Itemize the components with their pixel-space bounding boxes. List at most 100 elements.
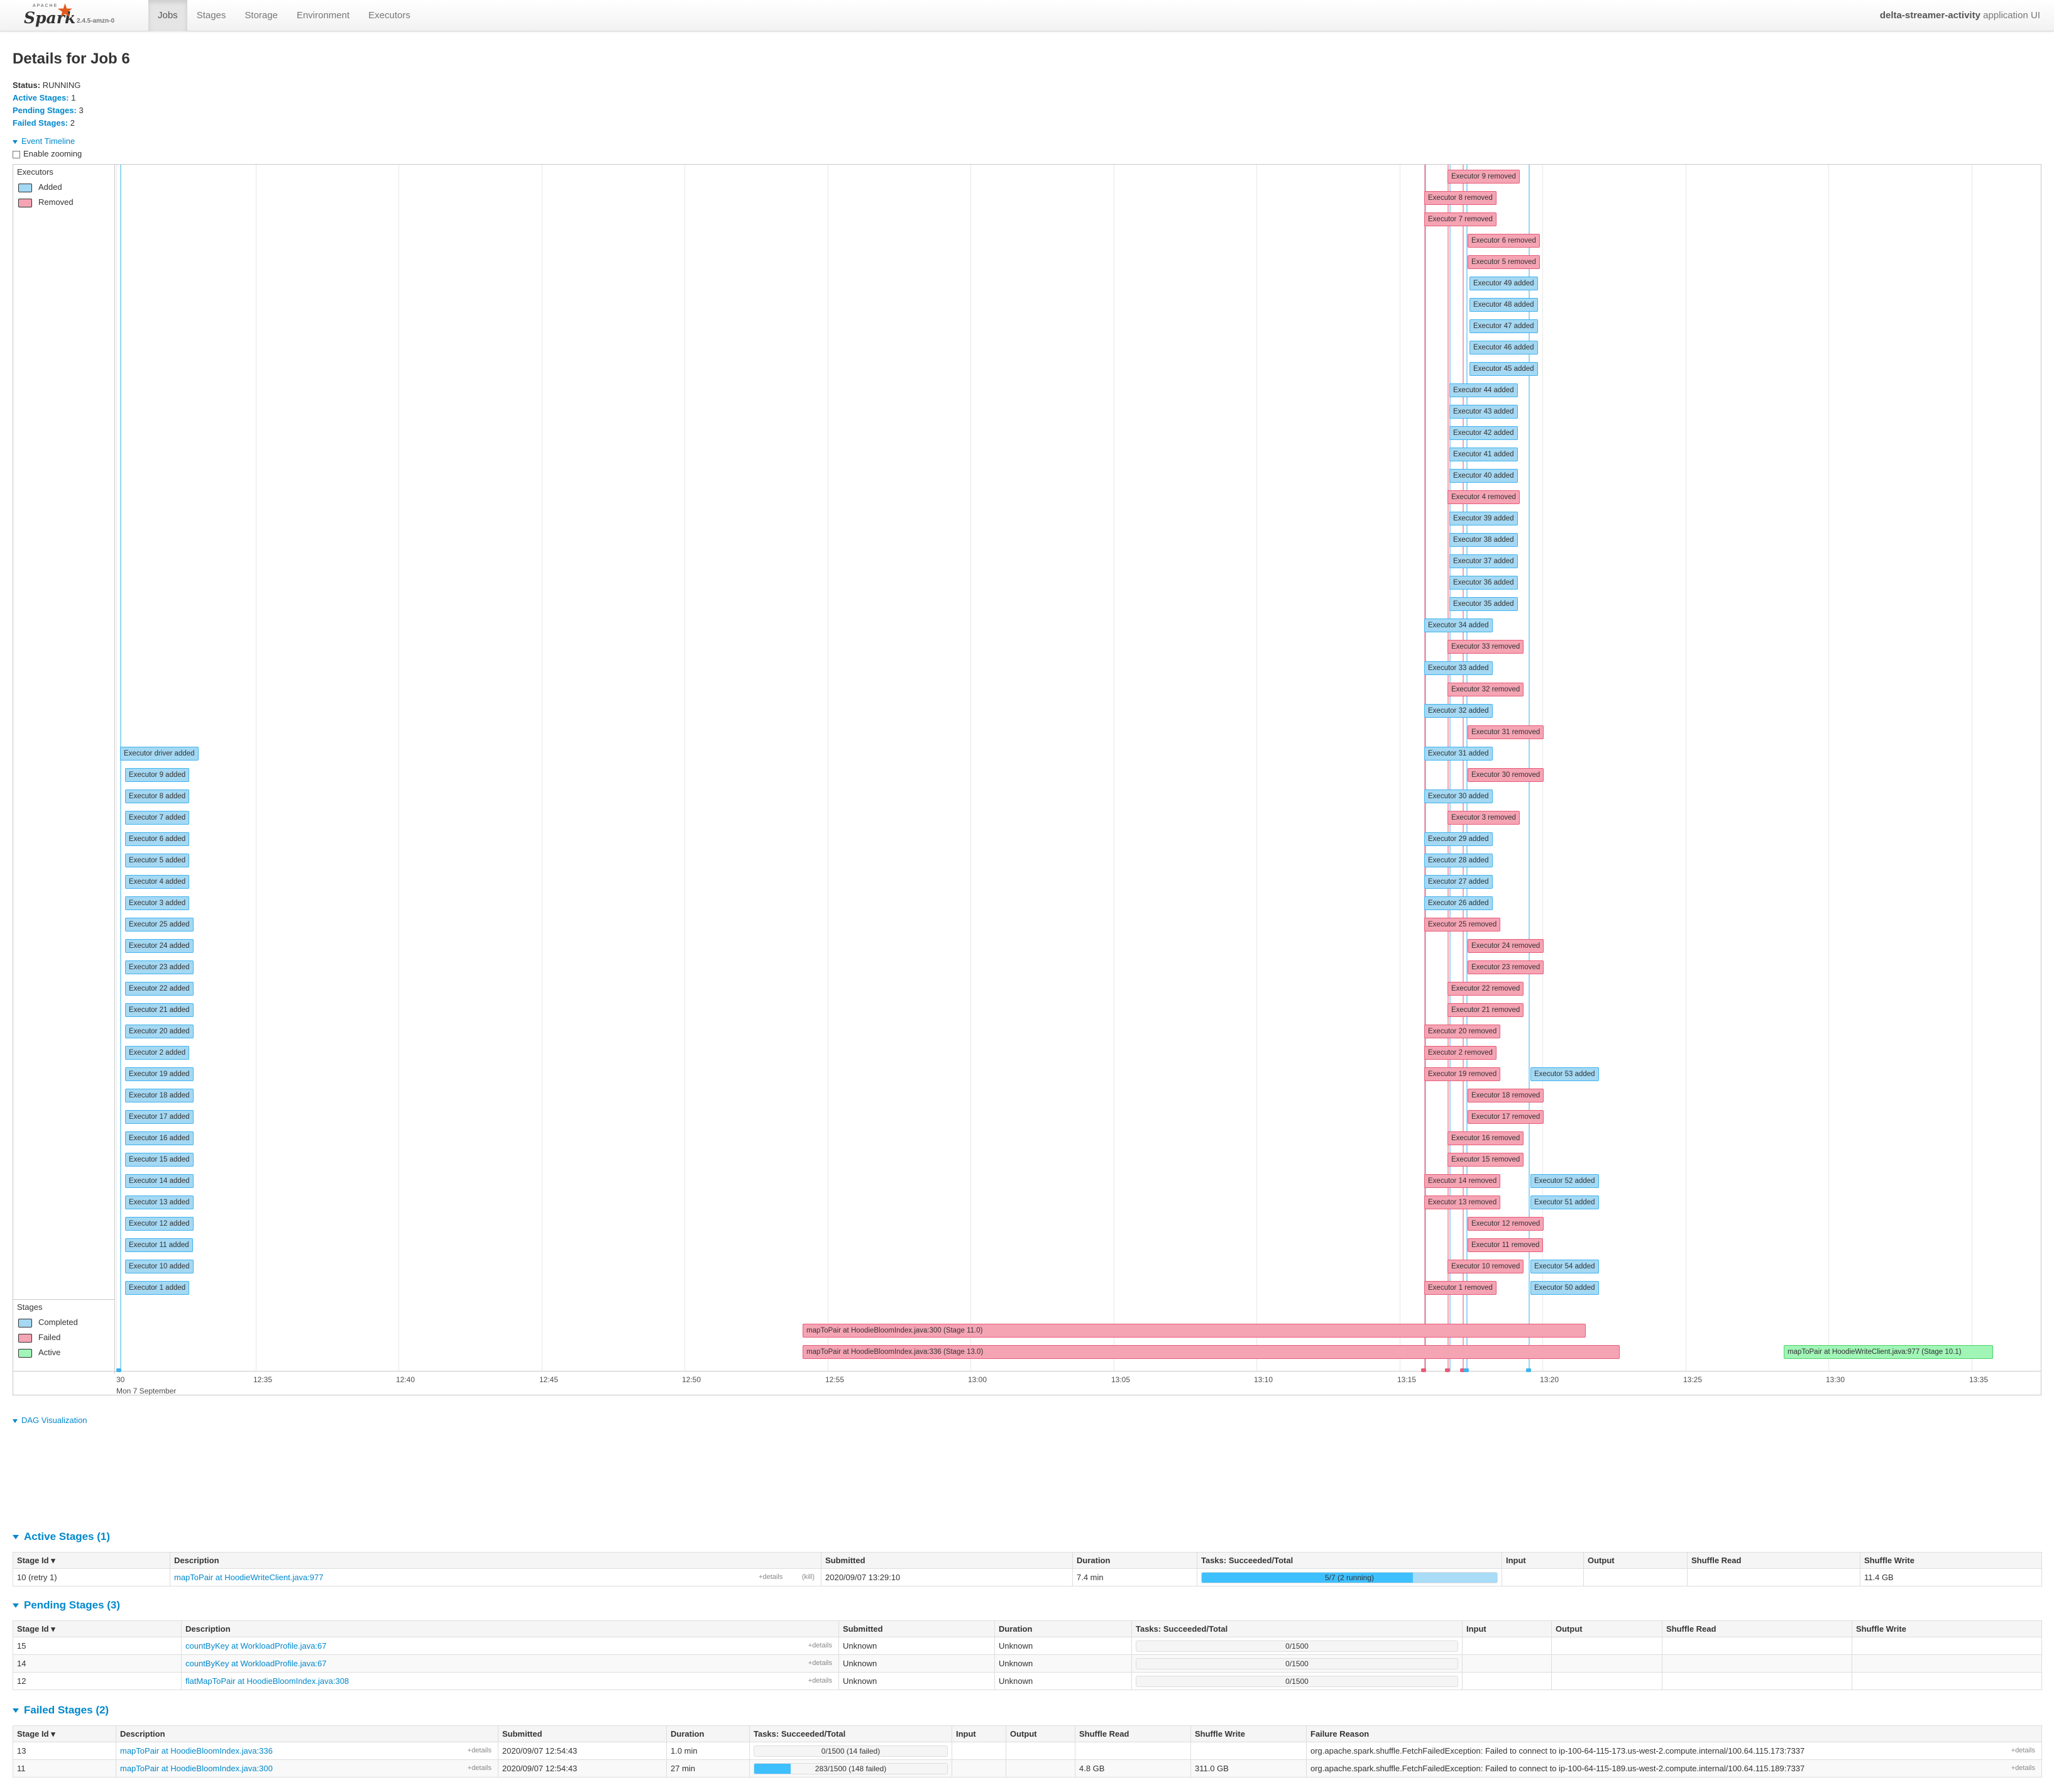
executor-added-event[interactable]: Executor 11 added	[125, 1238, 193, 1252]
pending-stages-heading[interactable]: Pending Stages (3)	[13, 1599, 120, 1612]
executor-added-event[interactable]: Executor 7 added	[125, 811, 190, 825]
col-duration[interactable]: Duration	[1072, 1552, 1197, 1569]
executor-removed-event[interactable]: Executor 30 removed	[1468, 768, 1544, 782]
executor-added-event[interactable]: Executor 21 added	[125, 1003, 194, 1017]
executor-removed-event[interactable]: Executor 4 removed	[1447, 490, 1520, 504]
details-toggle[interactable]: +details	[808, 1659, 832, 1667]
executor-removed-event[interactable]: Executor 17 removed	[1468, 1110, 1544, 1124]
col-stage-id[interactable]: Stage Id ▾	[13, 1725, 116, 1742]
col-shuffle-read[interactable]: Shuffle Read	[1075, 1725, 1191, 1742]
col-tasks[interactable]: Tasks: Succeeded/Total	[1131, 1620, 1463, 1637]
executor-added-event[interactable]: Executor 1 added	[125, 1281, 190, 1295]
col-description[interactable]: Description	[181, 1620, 839, 1637]
executor-added-event[interactable]: Executor 48 added	[1469, 298, 1538, 312]
executor-added-event[interactable]: Executor 24 added	[125, 939, 194, 953]
col-input[interactable]: Input	[952, 1725, 1006, 1742]
col-tasks[interactable]: Tasks: Succeeded/Total	[749, 1725, 952, 1742]
executor-added-event[interactable]: Executor 15 added	[125, 1153, 194, 1167]
enable-zooming[interactable]: Enable zooming	[13, 149, 82, 158]
col-description[interactable]: Description	[116, 1725, 498, 1742]
executor-added-event[interactable]: Executor 51 added	[1530, 1196, 1599, 1209]
col-input[interactable]: Input	[1462, 1620, 1552, 1637]
tab-executors[interactable]: Executors	[368, 10, 410, 21]
executor-removed-event[interactable]: Executor 7 removed	[1424, 212, 1497, 226]
executor-added-event[interactable]: Executor 45 added	[1469, 362, 1538, 376]
col-output[interactable]: Output	[1006, 1725, 1075, 1742]
tab-environment[interactable]: Environment	[296, 10, 350, 21]
executor-added-event[interactable]: Executor 17 added	[125, 1110, 194, 1124]
executor-added-event[interactable]: Executor 31 added	[1424, 747, 1493, 761]
details-toggle[interactable]: +details	[759, 1573, 783, 1581]
executor-added-event[interactable]: Executor 41 added	[1449, 448, 1518, 461]
col-submitted[interactable]: Submitted	[821, 1552, 1073, 1569]
executor-added-event[interactable]: Executor 36 added	[1449, 576, 1518, 590]
executor-added-event[interactable]: Executor 43 added	[1449, 405, 1518, 419]
executor-removed-event[interactable]: Executor 18 removed	[1468, 1089, 1544, 1102]
executor-added-event[interactable]: Executor 32 added	[1424, 704, 1493, 718]
executor-removed-event[interactable]: Executor 11 removed	[1468, 1238, 1544, 1252]
col-stage-id[interactable]: Stage Id ▾	[13, 1620, 182, 1637]
tab-storage[interactable]: Storage	[244, 10, 278, 21]
executor-removed-event[interactable]: Executor 13 removed	[1424, 1196, 1501, 1209]
stage-description-link[interactable]: flatMapToPair at HoodieBloomIndex.java:3…	[185, 1676, 349, 1686]
executor-added-event[interactable]: Executor 23 added	[125, 960, 194, 974]
executor-removed-event[interactable]: Executor 14 removed	[1424, 1174, 1501, 1188]
col-stage-id[interactable]: Stage Id ▾	[13, 1552, 170, 1569]
executor-added-event[interactable]: Executor 52 added	[1530, 1174, 1599, 1188]
failed-stages-heading[interactable]: Failed Stages (2)	[13, 1704, 109, 1717]
stage-description-link[interactable]: mapToPair at HoodieBloomIndex.java:336	[120, 1746, 273, 1756]
details-toggle[interactable]: +details	[808, 1677, 832, 1685]
tab-jobs[interactable]: Jobs	[148, 0, 187, 31]
tab-stages[interactable]: Stages	[196, 10, 226, 21]
executor-removed-event[interactable]: Executor 20 removed	[1424, 1025, 1501, 1038]
executor-removed-event[interactable]: Executor 10 removed	[1447, 1260, 1524, 1273]
executor-removed-event[interactable]: Executor 22 removed	[1447, 982, 1524, 996]
details-toggle[interactable]: +details	[808, 1642, 832, 1649]
executor-added-event[interactable]: Executor 26 added	[1424, 896, 1493, 910]
executor-added-event[interactable]: Executor driver added	[120, 747, 199, 761]
col-shuffle-write[interactable]: Shuffle Write	[1852, 1620, 2042, 1637]
col-duration[interactable]: Duration	[666, 1725, 750, 1742]
col-shuffle-write[interactable]: Shuffle Write	[1860, 1552, 2042, 1569]
executor-added-event[interactable]: Executor 35 added	[1449, 597, 1518, 611]
executor-added-event[interactable]: Executor 28 added	[1424, 854, 1493, 867]
executor-removed-event[interactable]: Executor 32 removed	[1447, 683, 1524, 696]
executor-removed-event[interactable]: Executor 1 removed	[1424, 1281, 1497, 1295]
pending-stages-link[interactable]: Pending Stages:	[13, 106, 77, 115]
executor-added-event[interactable]: Executor 53 added	[1530, 1067, 1599, 1081]
col-description[interactable]: Description	[170, 1552, 821, 1569]
executor-added-event[interactable]: Executor 27 added	[1424, 875, 1493, 889]
col-duration[interactable]: Duration	[994, 1620, 1132, 1637]
executor-removed-event[interactable]: Executor 5 removed	[1468, 255, 1540, 269]
executor-added-event[interactable]: Executor 30 added	[1424, 789, 1493, 803]
kill-link[interactable]: (kill)	[801, 1573, 815, 1581]
failure-details-toggle[interactable]: +details	[2011, 1764, 2035, 1772]
executor-added-event[interactable]: Executor 44 added	[1449, 383, 1518, 397]
failure-details-toggle[interactable]: +details	[2011, 1747, 2035, 1754]
executor-removed-event[interactable]: Executor 23 removed	[1468, 960, 1544, 974]
executor-removed-event[interactable]: Executor 8 removed	[1424, 191, 1497, 205]
executor-added-event[interactable]: Executor 12 added	[125, 1217, 194, 1231]
executor-removed-event[interactable]: Executor 2 removed	[1424, 1046, 1497, 1060]
stage-description-link[interactable]: mapToPair at HoodieBloomIndex.java:300	[120, 1764, 273, 1773]
executor-removed-event[interactable]: Executor 21 removed	[1447, 1003, 1524, 1017]
event-timeline[interactable]: Executors Added Removed Stages Completed…	[13, 164, 2041, 1395]
executor-added-event[interactable]: Executor 16 added	[125, 1131, 194, 1145]
executor-added-event[interactable]: Executor 8 added	[125, 789, 190, 803]
executor-removed-event[interactable]: Executor 15 removed	[1447, 1153, 1524, 1167]
executor-added-event[interactable]: Executor 22 added	[125, 982, 194, 996]
executor-added-event[interactable]: Executor 40 added	[1449, 469, 1518, 483]
executor-removed-event[interactable]: Executor 3 removed	[1447, 811, 1520, 825]
executor-added-event[interactable]: Executor 54 added	[1530, 1260, 1599, 1273]
executor-added-event[interactable]: Executor 14 added	[125, 1174, 194, 1188]
executor-added-event[interactable]: Executor 29 added	[1424, 832, 1493, 846]
stage-description-link[interactable]: countByKey at WorkloadProfile.java:67	[185, 1641, 327, 1651]
executor-added-event[interactable]: Executor 49 added	[1469, 277, 1538, 290]
executor-removed-event[interactable]: Executor 12 removed	[1468, 1217, 1544, 1231]
executor-removed-event[interactable]: Executor 25 removed	[1424, 918, 1501, 932]
active-stages-link[interactable]: Active Stages:	[13, 93, 69, 102]
executor-removed-event[interactable]: Executor 33 removed	[1447, 640, 1524, 654]
executor-added-event[interactable]: Executor 3 added	[125, 896, 190, 910]
executor-added-event[interactable]: Executor 19 added	[125, 1067, 194, 1081]
col-shuffle-read[interactable]: Shuffle Read	[1687, 1552, 1860, 1569]
